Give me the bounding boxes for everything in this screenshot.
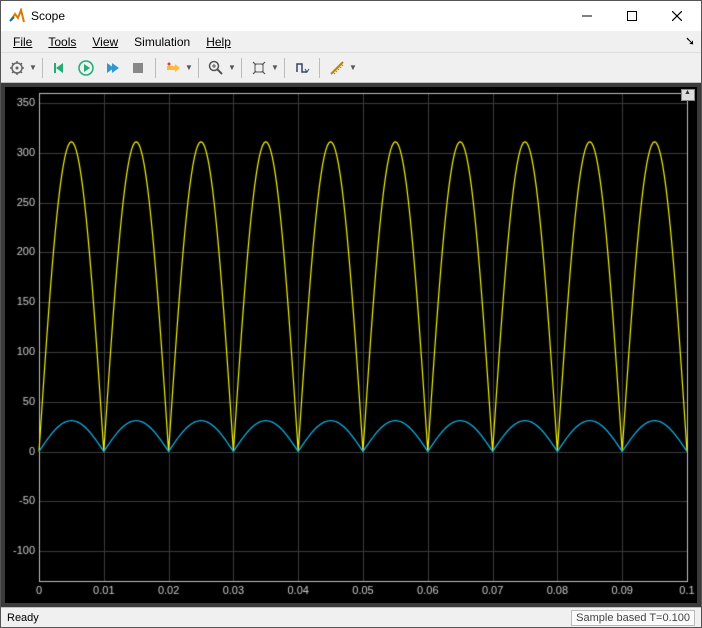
dropdown-icon[interactable]: ▼ — [29, 63, 37, 72]
minimize-button[interactable] — [564, 2, 609, 31]
dropdown-icon[interactable]: ▼ — [271, 63, 279, 72]
separator — [198, 58, 199, 78]
scope-canvas[interactable] — [5, 87, 697, 603]
separator — [42, 58, 43, 78]
toolbar: ▼ ▼ ▼ ▼ ▼ — [1, 53, 701, 83]
menu-view[interactable]: View — [84, 33, 126, 51]
triggers-button[interactable] — [290, 56, 314, 80]
separator — [155, 58, 156, 78]
menu-tools[interactable]: Tools — [40, 33, 84, 51]
menu-file[interactable]: File — [5, 33, 40, 51]
dropdown-icon[interactable]: ▼ — [228, 63, 236, 72]
matlab-icon — [9, 8, 25, 24]
maximize-axes-icon[interactable] — [681, 89, 695, 101]
maximize-button[interactable] — [609, 2, 654, 31]
highlight-button[interactable] — [161, 56, 185, 80]
window-title: Scope — [31, 9, 564, 23]
settings-button[interactable] — [5, 56, 29, 80]
stop-button[interactable] — [126, 56, 150, 80]
separator — [284, 58, 285, 78]
titlebar: Scope — [1, 1, 701, 31]
scope-window: Scope File Tools View Simulation Help ➘ … — [0, 0, 702, 628]
menu-help[interactable]: Help — [198, 33, 239, 51]
step-back-button[interactable] — [48, 56, 72, 80]
autoscale-button[interactable] — [247, 56, 271, 80]
undock-icon[interactable]: ➘ — [685, 34, 695, 48]
separator — [241, 58, 242, 78]
plot-area[interactable] — [1, 83, 701, 607]
zoom-button[interactable] — [204, 56, 228, 80]
menubar: File Tools View Simulation Help ➘ — [1, 31, 701, 53]
close-button[interactable] — [654, 2, 699, 31]
dropdown-icon[interactable]: ▼ — [185, 63, 193, 72]
dropdown-icon[interactable]: ▼ — [349, 63, 357, 72]
separator — [319, 58, 320, 78]
run-button[interactable] — [74, 56, 98, 80]
menu-simulation[interactable]: Simulation — [126, 33, 198, 51]
statusbar: Ready Sample based T=0.100 — [1, 607, 701, 627]
step-forward-button[interactable] — [100, 56, 124, 80]
measurements-button[interactable] — [325, 56, 349, 80]
status-left: Ready — [7, 612, 571, 624]
status-right: Sample based T=0.100 — [571, 610, 695, 626]
